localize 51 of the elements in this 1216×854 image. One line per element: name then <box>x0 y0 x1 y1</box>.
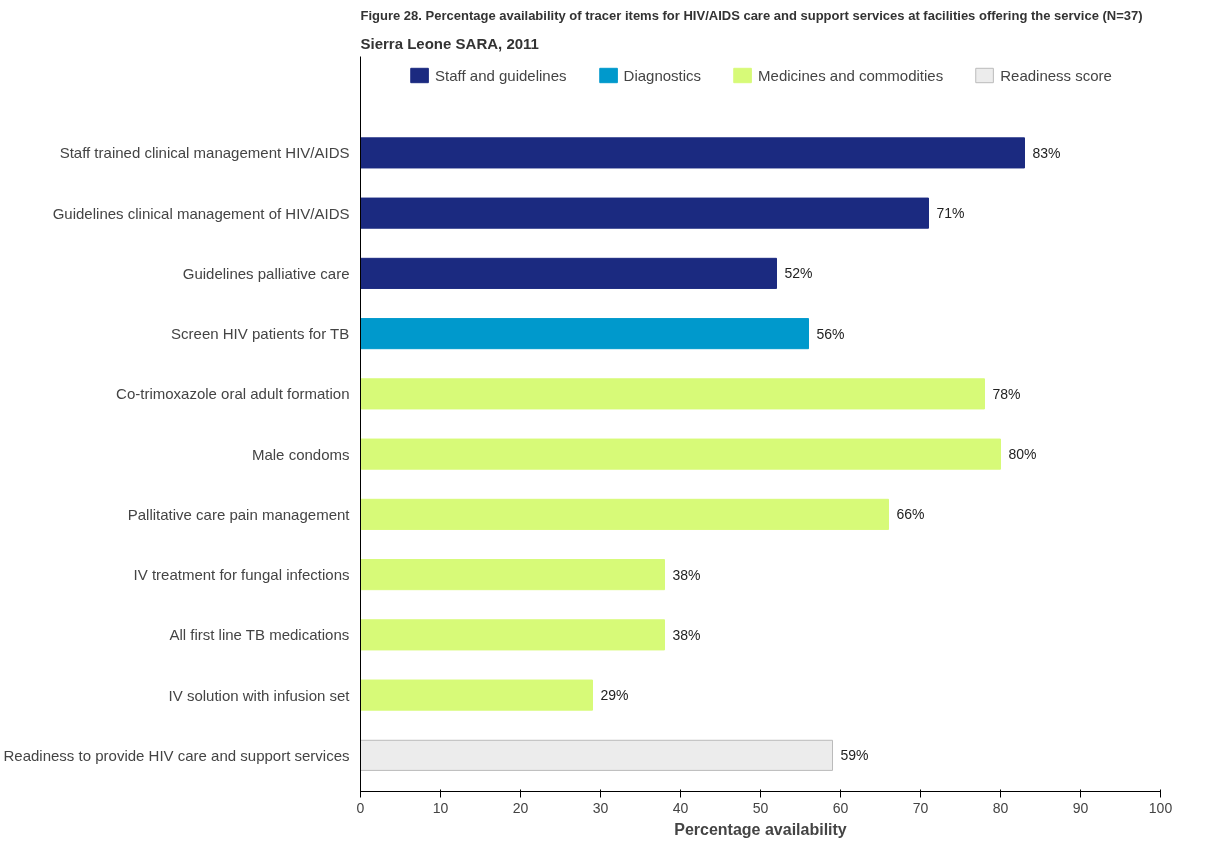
y-tick-label: IV treatment for fungal infections <box>133 566 350 584</box>
bar <box>360 679 593 711</box>
data-label: 52% <box>784 265 813 282</box>
x-tick-label: 60 <box>832 799 849 816</box>
x-axis-title: Percentage availability <box>674 820 847 838</box>
bar <box>360 619 665 651</box>
y-tick-label: Guidelines clinical management of HIV/AIDS <box>52 204 350 222</box>
data-label: 38% <box>672 566 701 583</box>
y-tick-label: Male condoms <box>251 445 350 463</box>
data-label: 66% <box>896 506 925 523</box>
y-tick-label: Screen HIV patients for TB <box>171 325 350 343</box>
bar <box>360 438 1001 470</box>
data-label: 80% <box>1008 446 1037 463</box>
data-label: 38% <box>672 626 701 643</box>
legend-label: Readiness score <box>1000 66 1112 84</box>
legend-label: Staff and guidelines <box>435 66 567 84</box>
x-tick-label: 0 <box>356 799 365 816</box>
bar <box>360 137 1025 169</box>
y-tick-label: IV solution with infusion set <box>168 686 351 704</box>
chart-subtitle: Sierra Leone SARA, 2011 <box>360 34 539 52</box>
y-tick-label: Readiness to provide HIV care and support services <box>3 746 350 764</box>
bar <box>360 257 777 289</box>
data-label: 59% <box>840 747 869 764</box>
bar <box>360 498 889 530</box>
bar <box>360 197 929 229</box>
x-tick-label: 70 <box>912 799 929 816</box>
data-label: 78% <box>992 385 1021 402</box>
bar <box>360 378 985 410</box>
data-label: 83% <box>1032 144 1061 161</box>
y-tick-label: Co-trimoxazole oral adult formation <box>116 385 350 403</box>
data-label: 29% <box>600 687 629 704</box>
data-label: 56% <box>816 325 845 342</box>
x-tick-label: 10 <box>432 799 449 816</box>
bar <box>360 739 833 771</box>
y-tick-label: Pallitative care pain management <box>127 505 351 523</box>
bar <box>360 318 809 350</box>
data-label: 71% <box>936 205 965 222</box>
x-tick-label: 30 <box>592 799 609 816</box>
x-tick-label: 100 <box>1148 799 1173 816</box>
x-tick-label: 50 <box>752 799 769 816</box>
y-tick-label: All first line TB medications <box>169 626 350 644</box>
x-tick-label: 20 <box>512 799 529 816</box>
y-tick-label: Staff trained clinical management HIV/AIDS <box>59 144 350 162</box>
bar <box>360 559 665 591</box>
x-tick-label: 80 <box>992 799 1009 816</box>
y-tick-label: Guidelines palliative care <box>182 264 350 282</box>
chart-title: Figure 28. Percentage availability of tracer items for HIV/AIDS care and support services at facilities offering the service (N=37) <box>360 7 1143 23</box>
x-tick-label: 40 <box>672 799 689 816</box>
legend-label: Medicines and commodities <box>758 66 944 84</box>
legend-label: Diagnostics <box>623 66 702 84</box>
x-tick-label: 90 <box>1072 799 1089 816</box>
